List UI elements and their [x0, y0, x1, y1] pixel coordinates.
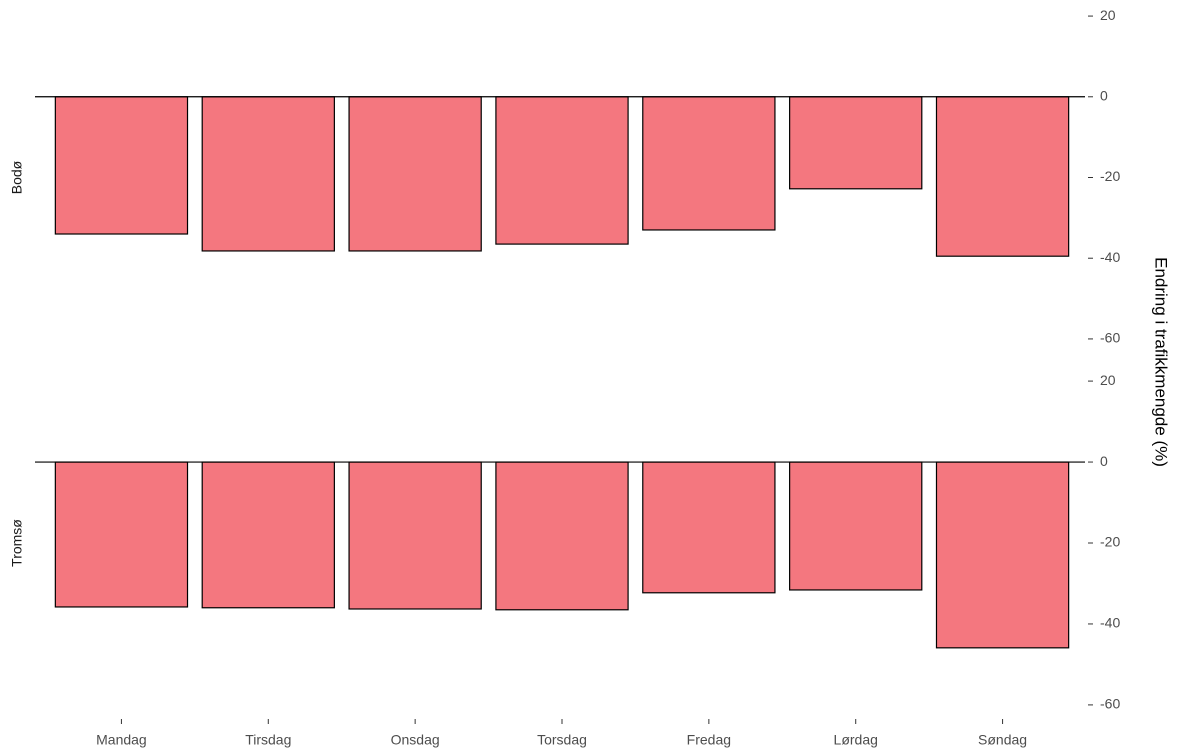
y-tick-label: -20 — [1100, 534, 1120, 550]
y-axis-title: Endring i trafikkmengde (%) — [1152, 257, 1171, 467]
y-tick-label: 20 — [1100, 7, 1116, 23]
x-tick-label: Torsdag — [537, 732, 587, 748]
y-tick-label: 0 — [1100, 453, 1108, 469]
facet-label: Tromsø — [9, 519, 25, 567]
y-tick-label: 20 — [1100, 372, 1116, 388]
bar — [348, 96, 482, 252]
bar — [495, 96, 629, 245]
bar — [935, 96, 1070, 257]
bar — [54, 461, 189, 608]
y-tick-label: -40 — [1100, 615, 1120, 631]
x-tick-label: Tirsdag — [245, 732, 291, 748]
bar — [789, 461, 923, 591]
y-tick-label: -40 — [1100, 249, 1120, 265]
bar — [201, 461, 335, 609]
bar — [935, 461, 1070, 649]
y-tick-label: 0 — [1100, 87, 1108, 103]
bar — [642, 461, 776, 594]
y-tick-label: -60 — [1100, 696, 1120, 712]
bar — [348, 461, 482, 610]
bar — [495, 461, 629, 611]
bar — [642, 96, 776, 231]
x-tick-label: Onsdag — [391, 732, 440, 748]
x-tick-label: Mandag — [96, 732, 147, 748]
x-tick-label: Søndag — [978, 732, 1027, 748]
bar — [54, 96, 189, 235]
facet-label: Bodø — [9, 160, 25, 194]
y-tick-label: -60 — [1100, 330, 1120, 346]
x-tick-label: Fredag — [687, 732, 731, 748]
y-tick-label: -20 — [1100, 168, 1120, 184]
bar — [201, 96, 335, 252]
x-tick-label: Lørdag — [834, 732, 878, 748]
bar — [789, 96, 923, 190]
